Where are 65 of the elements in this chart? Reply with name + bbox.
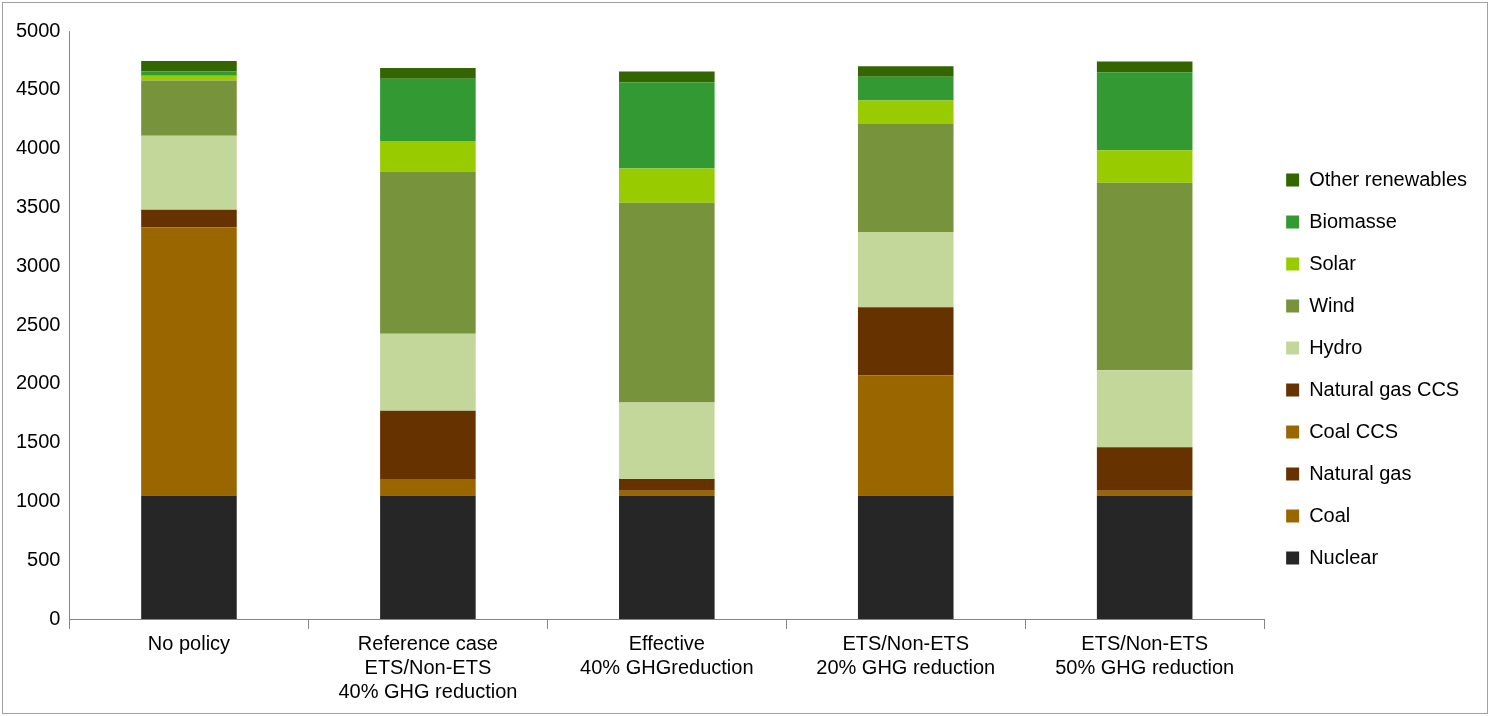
bar	[857, 66, 954, 77]
bar	[1096, 182, 1193, 371]
x-tick-label: Reference case ETS/Non-ETS 40% GHG reduction	[338, 631, 518, 702]
y-tick-label: 1500	[15, 430, 61, 453]
bar	[380, 410, 476, 480]
bar	[619, 495, 715, 619]
bar	[141, 209, 237, 228]
bar	[141, 80, 237, 136]
bar	[141, 71, 237, 76]
bar	[619, 202, 715, 403]
bar	[1096, 495, 1193, 619]
bar	[857, 100, 954, 124]
y-tick-label: 500	[27, 547, 61, 570]
bar	[380, 333, 476, 411]
legend-label: Hydro	[1309, 335, 1363, 358]
bar	[380, 495, 476, 619]
legend-label: Coal CCS	[1309, 419, 1399, 442]
bar	[141, 60, 237, 72]
bar	[857, 123, 954, 233]
bar	[1096, 150, 1193, 183]
bar	[619, 71, 715, 83]
bar	[619, 168, 715, 203]
bar	[857, 375, 954, 496]
bar	[1096, 72, 1193, 151]
bar	[1096, 370, 1193, 448]
x-tick-label: No policy	[147, 631, 231, 654]
bar	[141, 135, 237, 210]
legend-label: Nuclear	[1309, 545, 1379, 568]
y-tick-label: 2000	[15, 371, 61, 394]
legend-label: Coal	[1309, 503, 1351, 526]
bar	[380, 171, 476, 334]
bar	[1096, 61, 1193, 73]
y-tick-label: 0	[49, 606, 61, 629]
x-tick-label: Effective 40% GHGreduction	[580, 631, 754, 678]
legend-label: Wind	[1309, 293, 1355, 316]
bar	[1096, 490, 1193, 496]
y-tick-label: 2500	[15, 312, 61, 335]
x-tick-label: ETS/Non-ETS 50% GHG reduction	[1055, 631, 1235, 678]
bar	[857, 495, 954, 619]
bar	[380, 140, 476, 172]
legend-label: Natural gas CCS	[1309, 377, 1460, 400]
legend-label: Other renewables	[1309, 167, 1468, 190]
bar	[380, 78, 476, 141]
bar	[380, 68, 476, 79]
y-tick-label: 3000	[15, 253, 61, 276]
bar	[857, 307, 954, 376]
bar	[857, 76, 954, 101]
bar	[619, 479, 715, 491]
legend-label: Biomasse	[1309, 209, 1397, 232]
x-tick-label: ETS/Non-ETS 20% GHG reduction	[816, 631, 996, 678]
y-tick-label: 5000	[15, 18, 61, 41]
y-tick-label: 3500	[15, 194, 61, 217]
bar	[380, 479, 476, 496]
legend-label: Natural gas	[1309, 461, 1412, 484]
legend-label: Solar	[1309, 251, 1357, 274]
bar	[141, 495, 237, 619]
y-tick-label: 4500	[15, 77, 61, 100]
y-tick-label: 4000	[15, 136, 61, 159]
bar	[141, 227, 237, 496]
bar	[619, 402, 715, 480]
bar	[1096, 447, 1193, 491]
bar	[619, 490, 715, 496]
bar	[857, 232, 954, 308]
y-tick-label: 1000	[15, 488, 61, 511]
bar	[619, 82, 715, 169]
